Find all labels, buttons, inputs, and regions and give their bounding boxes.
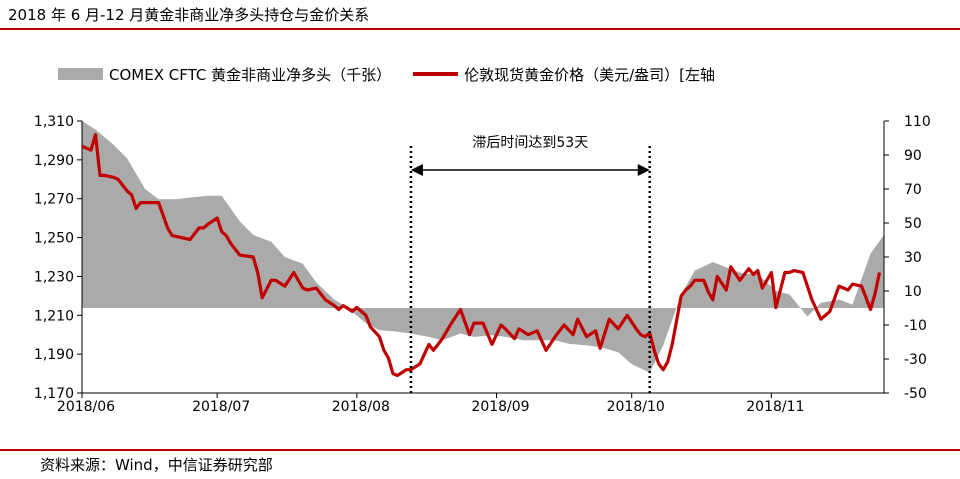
x-tick-label: 2018/10 xyxy=(607,399,665,415)
series-area-net-long xyxy=(82,121,884,373)
right-tick-label: 50 xyxy=(904,216,922,232)
right-tick-label: -30 xyxy=(904,352,927,368)
x-tick-label: 2018/06 xyxy=(57,399,115,415)
left-tick-label: 1,230 xyxy=(34,269,74,285)
left-tick-label: 1,310 xyxy=(34,114,74,130)
top-rule xyxy=(0,28,960,30)
annotation-arrow-head-right xyxy=(637,164,650,176)
left-tick-label: 1,270 xyxy=(34,192,74,208)
right-tick-label: 10 xyxy=(904,284,922,300)
right-tick-label: 70 xyxy=(904,182,922,198)
series-line-gold-price xyxy=(81,133,882,378)
bottom-rule xyxy=(0,449,960,451)
legend-label-line: 伦敦现货黄金价格（美元/盎司）[左轴 xyxy=(464,65,716,84)
left-tick-label: 1,210 xyxy=(34,308,74,324)
left-tick-label: 1,290 xyxy=(34,153,74,169)
source-note: 资料来源：Wind，中信证券研究部 xyxy=(40,456,273,474)
annotation-arrow-head-left xyxy=(410,164,423,176)
legend: COMEX CFTC 黄金非商业净多头（千张） 伦敦现货黄金价格（美元/盎司）[… xyxy=(58,62,715,86)
annotation-text: 滞后时间达到53天 xyxy=(472,135,588,151)
x-tick-label: 2018/08 xyxy=(332,399,390,415)
right-tick-label: 110 xyxy=(904,114,931,130)
right-tick-label: 30 xyxy=(904,250,922,266)
legend-swatch-area xyxy=(58,68,103,80)
x-tick-label: 2018/11 xyxy=(746,399,804,415)
right-tick-label: 90 xyxy=(904,148,922,164)
right-tick-label: -50 xyxy=(904,386,927,402)
left-tick-label: 1,250 xyxy=(34,231,74,247)
chart-title: 2018 年 6 月-12 月黄金非商业净多头持仓与金价关系 xyxy=(8,6,370,24)
left-tick-label: 1,170 xyxy=(34,386,74,402)
x-tick-label: 2018/07 xyxy=(192,399,250,415)
legend-swatch-line xyxy=(413,72,459,76)
left-tick-label: 1,190 xyxy=(34,347,74,363)
x-tick-label: 2018/09 xyxy=(471,399,529,415)
legend-label-area: COMEX CFTC 黄金非商业净多头（千张） xyxy=(109,65,392,84)
right-tick-label: -10 xyxy=(904,318,927,334)
